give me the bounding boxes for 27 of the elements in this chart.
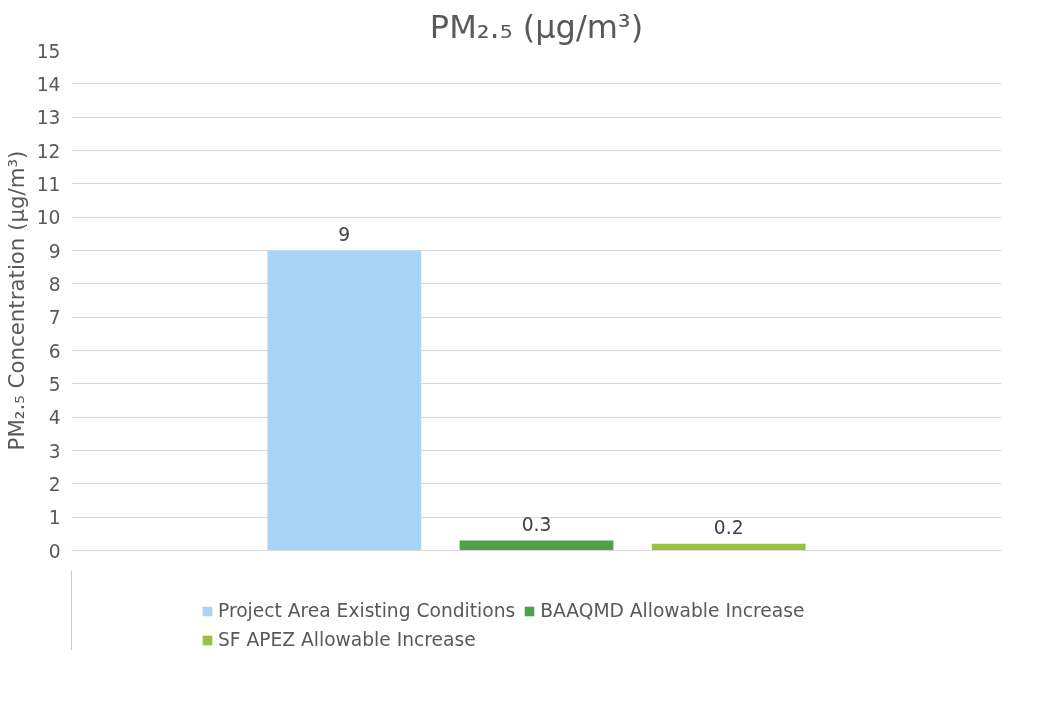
data-label: 9 <box>338 223 351 245</box>
chart-title: PM₂.₅ (µg/m³) <box>429 7 644 46</box>
y-tick-label: 5 <box>48 373 61 395</box>
y-axis-title: PM₂.₅ Concentration (µg/m³) <box>3 150 29 451</box>
y-tick-label: 2 <box>48 473 61 495</box>
legend-label: Project Area Existing Conditions <box>218 600 516 621</box>
bar <box>651 543 806 551</box>
data-label: 0.2 <box>713 516 744 538</box>
bar <box>267 250 422 551</box>
y-tick-label: 12 <box>36 140 61 162</box>
y-tick-label: 3 <box>48 440 61 462</box>
y-tick-label: 14 <box>36 73 61 95</box>
data-label: 0.3 <box>521 513 552 535</box>
y-tick-label: 13 <box>36 107 61 129</box>
y-tick-label: 11 <box>36 173 61 195</box>
y-tick-label: 7 <box>48 307 61 329</box>
y-tick-label: 10 <box>36 207 61 229</box>
legend-label: BAAQMD Allowable Increase <box>540 600 805 621</box>
y-tick-label: 1 <box>48 507 61 529</box>
legend-label: SF APEZ Allowable Increase <box>218 629 476 650</box>
y-tick-label: 9 <box>48 240 61 262</box>
y-tick-label: 8 <box>48 273 61 295</box>
y-tick-label: 6 <box>48 340 61 362</box>
y-tick-label: 15 <box>36 40 61 62</box>
y-tick-label: 4 <box>48 407 61 429</box>
y-tick-label: 0 <box>48 540 61 562</box>
bar <box>459 540 614 551</box>
